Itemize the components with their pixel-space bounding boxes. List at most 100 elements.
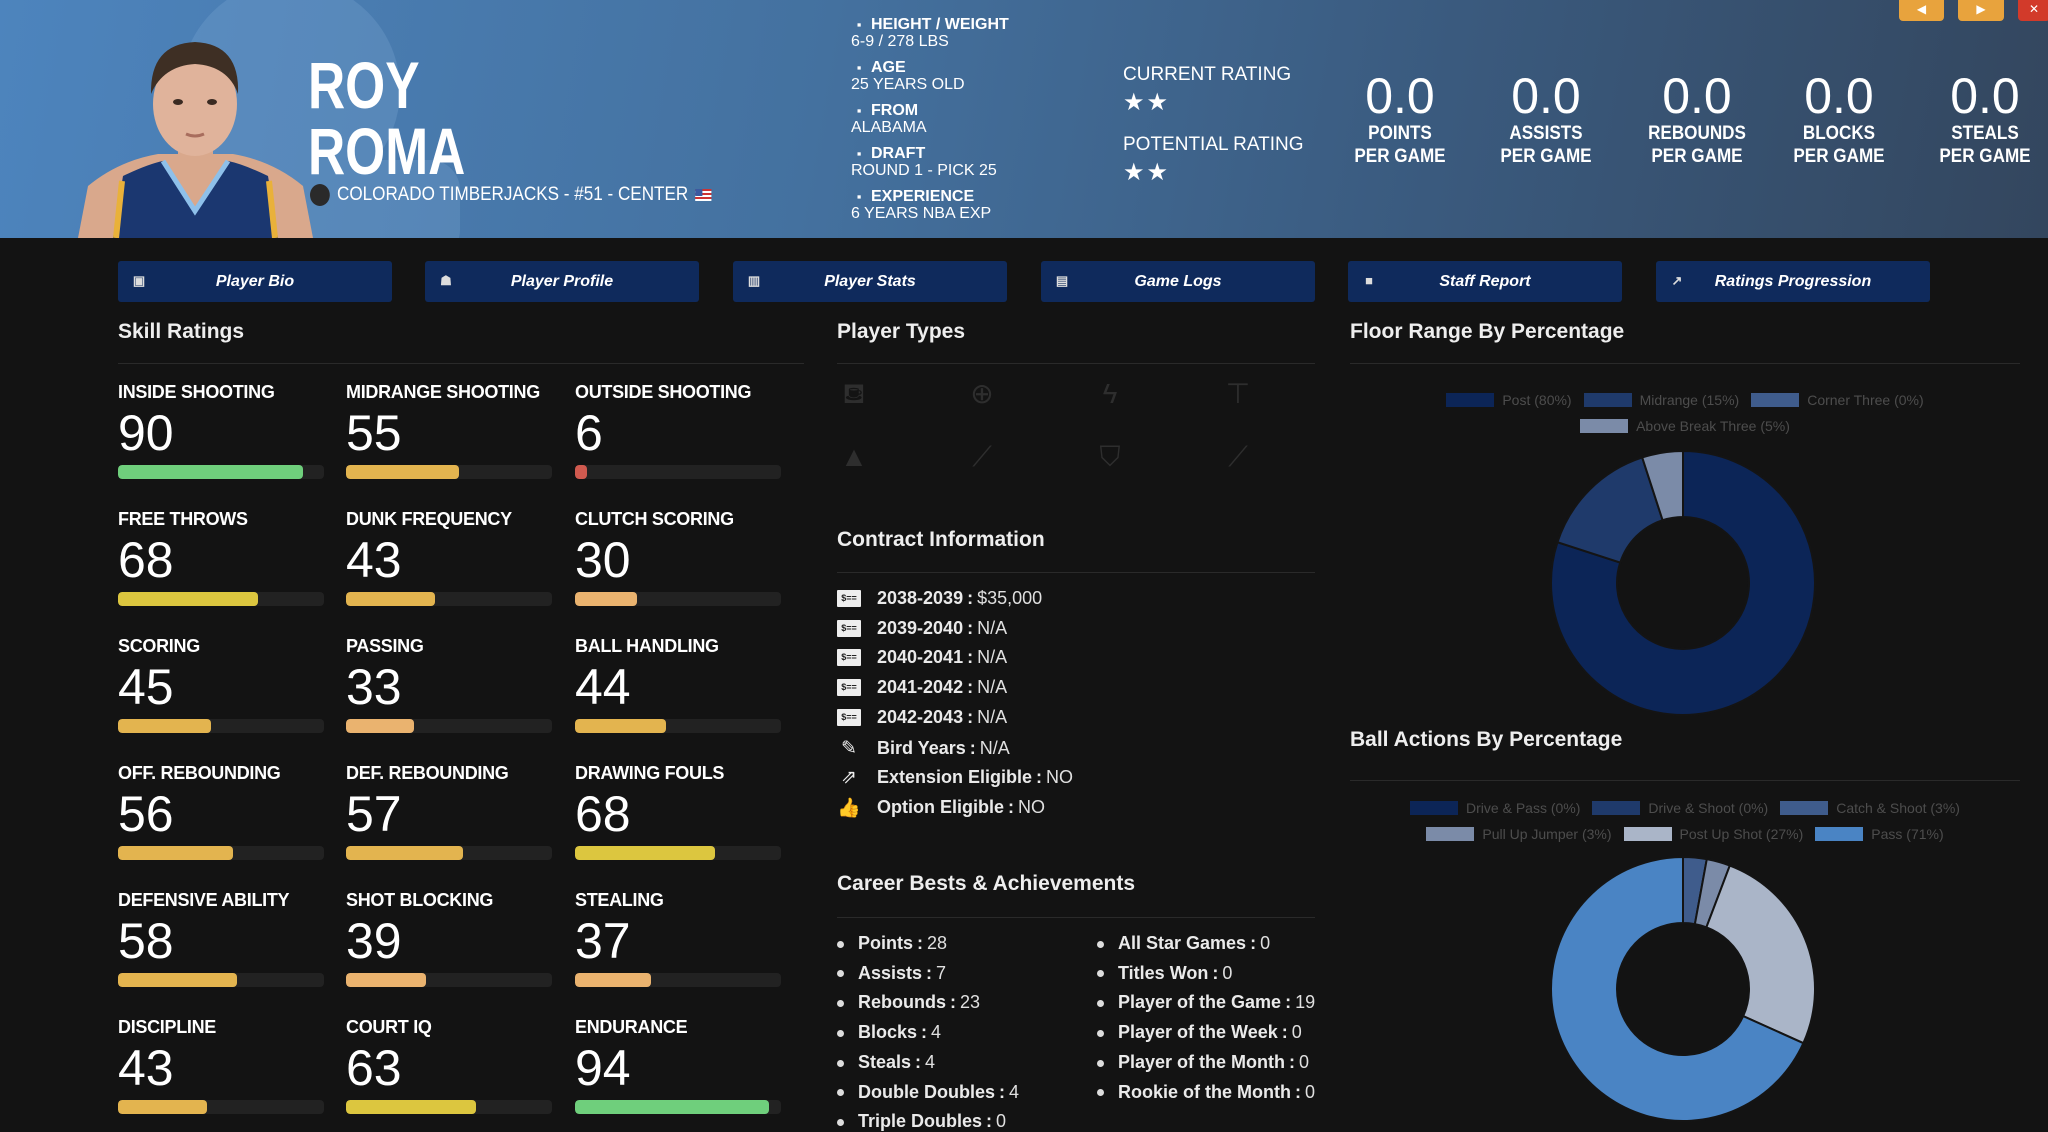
floor-range-donut-chart	[1550, 449, 1816, 716]
crosshairs-icon[interactable]: ⊕	[970, 378, 994, 409]
skill-label: DRAWING FOULS	[575, 763, 725, 783]
skill-bar-fill	[575, 846, 716, 860]
career-label: Rookie of the Month	[1118, 1081, 1291, 1102]
tab-game-logs[interactable]: ▤ Game Logs	[1041, 261, 1315, 302]
tab-player-profile[interactable]: ☗ Player Profile	[425, 261, 699, 302]
donut-slice-post[interactable]	[1550, 449, 1816, 716]
legend-item[interactable]: Drive & Pass (0%)	[1410, 800, 1580, 816]
legend-swatch	[1623, 827, 1672, 841]
skill-value: 90	[118, 405, 174, 461]
career-item: Steals:4	[837, 1052, 935, 1073]
skill-value: 56	[118, 786, 174, 842]
skill-bar-fill	[575, 465, 588, 479]
skill-scoring: SCORING 45	[118, 636, 328, 733]
divider	[837, 917, 1315, 918]
career-label: Double Doubles	[858, 1081, 996, 1102]
career-label: Triple Doubles	[858, 1111, 983, 1132]
ruler-icon: ▪	[856, 16, 862, 32]
skill-label: OFF. REBOUNDING	[118, 763, 281, 783]
potential-rating: POTENTIAL RATING ★★	[1123, 134, 1304, 186]
clipboard-icon: ▤	[1055, 273, 1069, 288]
skill-inside-shooting: INSIDE SHOOTING 90	[118, 382, 328, 479]
floor-range-title: Floor Range By Percentage	[1350, 320, 1625, 343]
money-check-icon: $==	[837, 679, 861, 697]
donut-slice-above-break-three[interactable]	[1640, 449, 1684, 522]
career-label: Blocks	[858, 1022, 918, 1043]
skill-ratings-title: Skill Ratings	[118, 320, 245, 343]
legend-item[interactable]: Above Break Three (5%)	[1580, 418, 1790, 434]
tab-player-bio[interactable]: ▣ Player Bio	[118, 261, 392, 302]
tab-ratings-progression[interactable]: ↗ Ratings Progression	[1656, 261, 1930, 302]
bolt-icon[interactable]: ϟ	[1102, 378, 1118, 409]
legend-item[interactable]: Pass (71%)	[1815, 826, 1944, 842]
stat-label: REBOUNDS	[1648, 123, 1746, 144]
divider	[837, 572, 1315, 573]
donut-slice-pass[interactable]	[1550, 855, 1805, 1122]
tab-label: Game Logs	[1134, 272, 1222, 290]
star-icons: ★★	[1123, 159, 1171, 186]
birthday-cake-icon: ▪	[856, 59, 862, 75]
legend-swatch	[1580, 419, 1629, 433]
tab-label: Staff Report	[1439, 272, 1531, 290]
skill-bar-fill	[346, 846, 464, 860]
legend-swatch	[1751, 393, 1800, 407]
career-item: Triple Doubles:0	[837, 1111, 1006, 1132]
legend-label: Drive & Pass (0%)	[1466, 800, 1581, 816]
school-icon: ▪	[856, 102, 862, 118]
career-label: Player of the Week	[1118, 1022, 1278, 1043]
legend-item[interactable]: Drive & Shoot (0%)	[1592, 800, 1768, 816]
contract-item: $== 2039-2040: N/A	[837, 618, 1007, 639]
broom-icon[interactable]: ⟋	[1228, 441, 1248, 472]
skill-label: CLUTCH SCORING	[575, 509, 734, 529]
career-item: Rookie of the Month:0	[1097, 1082, 1315, 1103]
next-player-button[interactable]: ▶	[1958, 0, 2004, 21]
skill-bar-fill	[346, 592, 435, 606]
fill-drip-icon[interactable]: ⛾	[842, 378, 866, 409]
info-label: HEIGHT / WEIGHT	[871, 16, 1009, 33]
separator: :	[921, 1022, 928, 1043]
line-chart-icon: ↗	[1671, 273, 1683, 288]
tab-player-stats[interactable]: ▥ Player Stats	[733, 261, 1007, 302]
money-check-icon: $==	[837, 649, 861, 667]
legend-item[interactable]: Corner Three (0%)	[1751, 392, 1924, 408]
skill-value: 30	[575, 532, 631, 588]
info-value: 6 YEARS NBA EXP	[851, 205, 992, 222]
contract-label: 2038-2039	[877, 588, 964, 608]
separator: :	[967, 706, 974, 727]
contract-label: Extension Eligible	[877, 767, 1033, 788]
feather-icon: ✎	[841, 737, 857, 759]
skill-passing: PASSING 33	[346, 636, 556, 733]
skill-label: MIDRANGE SHOOTING	[346, 382, 540, 402]
close-button[interactable]: ✕	[2018, 0, 2048, 21]
legend-item[interactable]: Pull Up Jumper (3%)	[1426, 826, 1612, 842]
divider	[1350, 780, 2020, 781]
skill-label: DEF. REBOUNDING	[346, 763, 509, 783]
tab-staff-report[interactable]: ■ Staff Report	[1348, 261, 1622, 302]
career-value: 28	[927, 933, 948, 953]
legend-swatch	[1592, 801, 1641, 815]
contract-label: Option Eligible	[877, 797, 1004, 818]
separator: :	[1289, 1051, 1296, 1072]
player-photo	[78, 42, 313, 238]
info-value: 6-9 / 278 LBS	[851, 33, 949, 50]
legend-item[interactable]: Post (80%)	[1446, 392, 1572, 408]
skill-bar	[118, 973, 324, 987]
legend-label: Pull Up Jumper (3%)	[1482, 826, 1612, 842]
paint-roller-icon[interactable]: ⊤	[1225, 378, 1251, 409]
legend-item[interactable]: Catch & Shoot (3%)	[1780, 800, 1960, 816]
shield-icon[interactable]: ⛉	[1099, 441, 1121, 472]
legend-item[interactable]: Midrange (15%)	[1583, 392, 1739, 408]
separator: :	[1036, 767, 1043, 788]
career-label: Titles Won	[1118, 962, 1209, 983]
previous-player-button[interactable]: ◀	[1899, 0, 1944, 21]
donut-slice-post-up-shot[interactable]	[1705, 864, 1816, 1045]
contract-value: $35,000	[977, 588, 1043, 608]
skill-bar	[575, 973, 781, 987]
skill-label: SHOT BLOCKING	[346, 890, 494, 910]
magic-wand-icon[interactable]: ⟋	[972, 441, 992, 472]
skill-label: PASSING	[346, 636, 424, 656]
hat-wizard-icon[interactable]: ▲	[840, 441, 868, 472]
career-value: 0	[1260, 933, 1271, 953]
stat-label: STEALS	[1951, 123, 2019, 144]
legend-item[interactable]: Post Up Shot (27%)	[1623, 826, 1803, 842]
